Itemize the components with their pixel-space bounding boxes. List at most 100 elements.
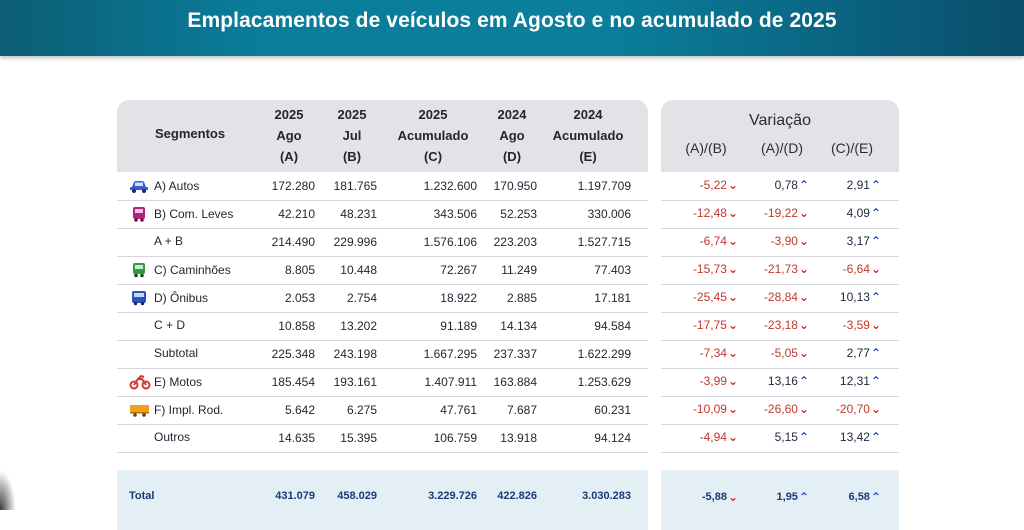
variation-row: -6,74 ⌄ -3,90 ⌄ 3,17 ⌃ <box>661 228 899 257</box>
value-cell: 10.448 <box>340 263 377 277</box>
variation-cell: -3,90 ⌄ <box>771 234 809 248</box>
column-header-5: 2024 Acumulado (E) <box>553 104 624 167</box>
arrow-up-icon: ⌃ <box>870 430 881 444</box>
segment-cell: Subtotal <box>154 346 198 360</box>
arrow-down-icon: ⌄ <box>798 318 809 332</box>
value-cell: 13.202 <box>340 319 377 333</box>
total-value-cell: 3.229.726 <box>428 490 477 502</box>
variation-value: -6,74 <box>699 234 727 248</box>
variation-value: 5,15 <box>774 430 798 444</box>
value-cell: 60.231 <box>594 403 631 417</box>
variation-value: -6,64 <box>842 262 870 276</box>
variation-cell: -15,73 ⌄ <box>693 262 738 276</box>
value-cell: 1.407.911 <box>424 375 478 389</box>
variation-value: -28,84 <box>763 290 798 304</box>
column-header-line: Ago <box>276 128 302 143</box>
column-header-line: (E) <box>579 149 597 164</box>
variation-cell: 12,31 ⌃ <box>840 374 881 388</box>
column-header-line: (B) <box>342 149 362 164</box>
bus-icon <box>129 290 149 306</box>
segment-label: C) Caminhões <box>154 263 231 277</box>
variation-value: -12,48 <box>692 206 727 220</box>
variation-value: -25,45 <box>692 290 727 304</box>
value-cell: 72.267 <box>440 263 477 277</box>
variation-cell: 13,42 ⌃ <box>840 430 881 444</box>
variation-row: -25,45 ⌄ -28,84 ⌄ 10,13 ⌃ <box>661 284 899 313</box>
segments-header: Segmentos <box>155 126 226 141</box>
value-cell: 1.576.106 <box>423 235 477 249</box>
variation-cell: -3,99 ⌄ <box>700 374 738 388</box>
value-cell: 47.761 <box>440 403 477 417</box>
variation-cell: -12,48 ⌄ <box>693 206 738 220</box>
variation-cell: -21,73 ⌄ <box>764 262 809 276</box>
value-cell: 343.506 <box>433 207 477 221</box>
total-label: Total <box>129 490 155 502</box>
arrow-down-icon: ⌄ <box>727 430 738 444</box>
variation-value: -3,90 <box>770 234 798 248</box>
arrow-up-icon: ⌃ <box>870 374 881 388</box>
table-row: A) Autos 172.280 181.765 1.232.600 170.950 1.… <box>117 172 648 201</box>
column-header-2: 2025 Jul (B) <box>338 104 367 167</box>
segment-label: C + D <box>154 318 186 332</box>
arrow-down-icon: ⌄ <box>798 234 809 248</box>
arrow-up-icon: ⌃ <box>870 490 881 504</box>
value-cell: 223.203 <box>493 235 537 249</box>
segment-label: Subtotal <box>154 346 199 360</box>
arrow-up-icon: ⌃ <box>870 290 881 304</box>
value-cell: 91.189 <box>440 319 477 333</box>
segment-label: D) Ônibus <box>154 291 209 305</box>
variation-cell: 0,78 ⌃ <box>775 178 809 192</box>
variation-cell: -17,75 ⌄ <box>693 318 738 332</box>
value-cell: 7.687 <box>506 403 537 417</box>
variation-header: Variação (A)/(B) (A)/(D) (C)/(E) <box>661 100 899 172</box>
value-cell: 94.584 <box>594 319 631 333</box>
table-row: E) Motos 185.454 193.161 1.407.911 163.884 1.… <box>117 368 648 397</box>
segment-cell: C + D <box>154 318 185 332</box>
arrow-up-icon: ⌃ <box>798 490 809 504</box>
variation-cell: -20,70 ⌄ <box>836 402 881 416</box>
variation-value: 4,09 <box>846 206 870 220</box>
value-cell: 1.622.299 <box>577 347 631 361</box>
variation-value: 2,77 <box>846 346 870 360</box>
arrow-down-icon: ⌄ <box>870 318 881 332</box>
variation-cell: 3,17 ⌃ <box>847 234 881 248</box>
arrow-up-icon: ⌃ <box>870 178 881 192</box>
arrow-down-icon: ⌄ <box>798 402 809 416</box>
variation-row: -15,73 ⌄ -21,73 ⌄ -6,64 ⌄ <box>661 256 899 285</box>
variation-cell: -26,60 ⌄ <box>764 402 809 416</box>
value-cell: 330.006 <box>587 207 631 221</box>
segment-cell: B) Com. Leves <box>129 206 233 222</box>
variation-cell: -25,45 ⌄ <box>693 290 738 304</box>
value-cell: 214.490 <box>271 235 315 249</box>
car-icon <box>129 178 149 194</box>
variation-cell: -5,22 ⌄ <box>700 178 738 192</box>
variation-value: -4,94 <box>699 430 727 444</box>
arrow-up-icon: ⌃ <box>798 430 809 444</box>
variation-column-header: (A)/(D) <box>761 140 803 156</box>
value-cell: 52.253 <box>500 207 537 221</box>
arrow-up-icon: ⌃ <box>870 234 881 248</box>
variation-cell: -3,59 ⌄ <box>843 318 881 332</box>
value-cell: 8.805 <box>284 263 315 277</box>
variation-value: -3,59 <box>842 318 870 332</box>
table-row: F) Impl. Rod. 5.642 6.275 47.761 7.687 60.231 <box>117 396 648 425</box>
page-title: Emplacamentos de veículos em Agosto e no… <box>187 9 837 32</box>
arrow-up-icon: ⌃ <box>870 206 881 220</box>
segment-cell: A + B <box>154 234 183 248</box>
arrow-down-icon: ⌄ <box>727 234 738 248</box>
value-cell: 13.918 <box>500 431 537 445</box>
arrow-up-icon: ⌃ <box>798 178 809 192</box>
total-value-cell: 3.030.283 <box>582 490 631 502</box>
variation-value: -15,73 <box>692 262 727 276</box>
segment-label: A + B <box>154 234 184 248</box>
variation-value: 12,31 <box>839 374 870 388</box>
corner-shadow <box>0 470 16 510</box>
value-cell: 2.754 <box>346 291 377 305</box>
value-cell: 17.181 <box>594 291 631 305</box>
value-cell: 1.232.600 <box>423 179 477 193</box>
value-cell: 77.403 <box>594 263 631 277</box>
variation-cell: -10,09 ⌄ <box>693 402 738 416</box>
variation-cell: -4,94 ⌄ <box>700 430 738 444</box>
column-header-line: 2025 <box>337 107 367 122</box>
value-cell: 1.667.295 <box>423 347 477 361</box>
